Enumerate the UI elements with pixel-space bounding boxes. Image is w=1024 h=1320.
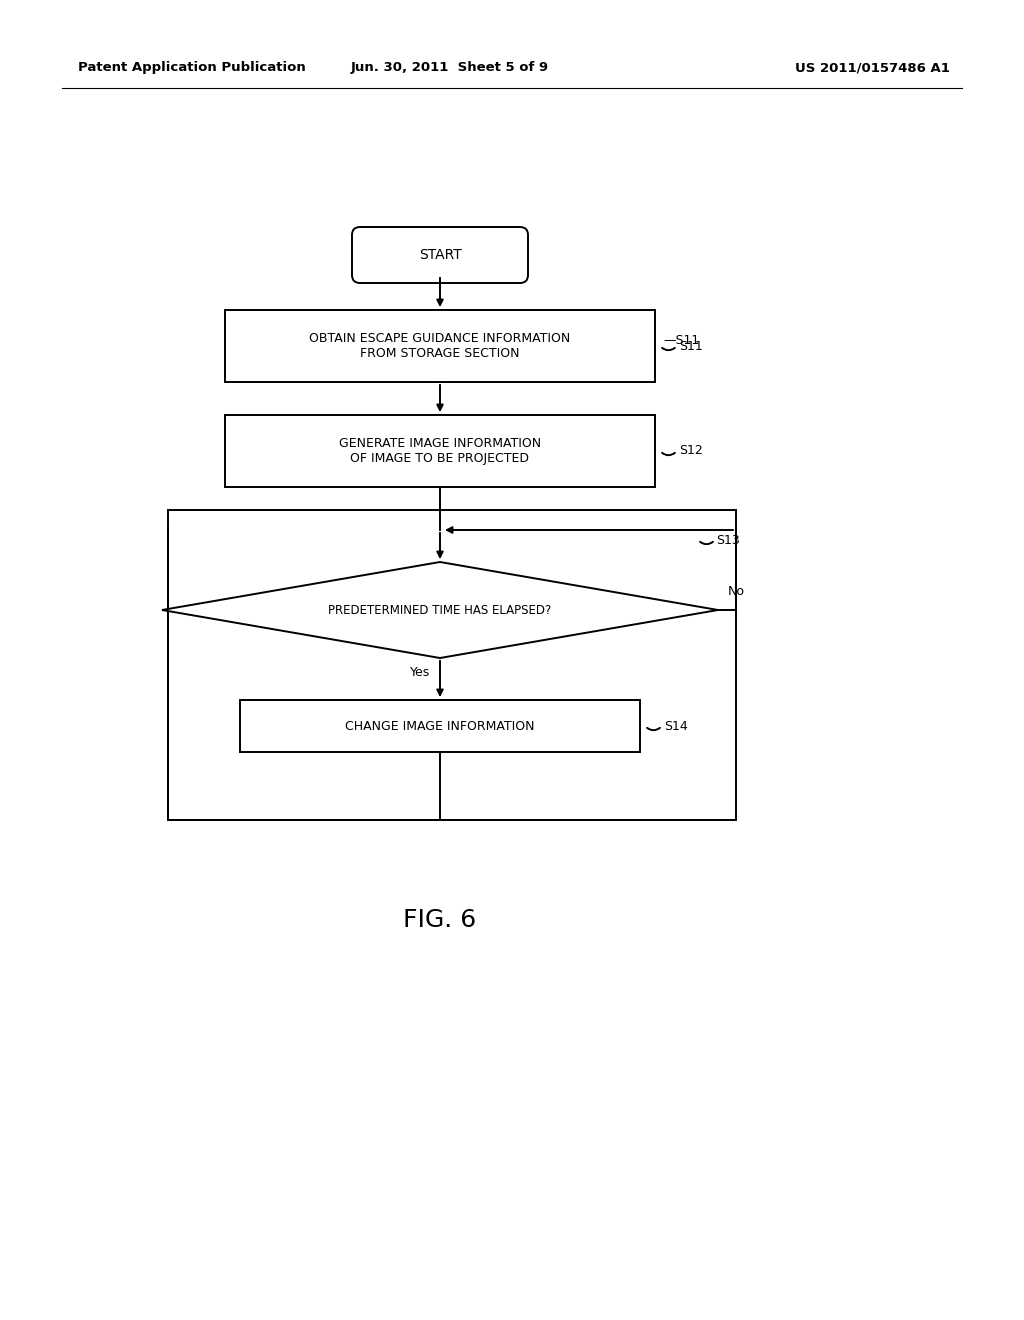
Text: Patent Application Publication: Patent Application Publication	[78, 62, 306, 74]
Text: S14: S14	[664, 719, 688, 733]
Text: FIG. 6: FIG. 6	[403, 908, 476, 932]
Text: —S11: —S11	[663, 334, 699, 347]
Text: Jun. 30, 2011  Sheet 5 of 9: Jun. 30, 2011 Sheet 5 of 9	[351, 62, 549, 74]
Text: CHANGE IMAGE INFORMATION: CHANGE IMAGE INFORMATION	[345, 719, 535, 733]
Text: S13: S13	[716, 533, 739, 546]
Bar	[225, 310, 655, 381]
Text: START: START	[419, 248, 462, 261]
Text: PREDETERMINED TIME HAS ELAPSED?: PREDETERMINED TIME HAS ELAPSED?	[329, 603, 552, 616]
Text: No: No	[728, 585, 745, 598]
Bar	[240, 700, 640, 752]
Polygon shape	[162, 562, 718, 657]
Text: US 2011/0157486 A1: US 2011/0157486 A1	[795, 62, 950, 74]
Text: S12: S12	[679, 445, 702, 458]
Text: Yes: Yes	[410, 667, 430, 678]
FancyBboxPatch shape	[352, 227, 528, 282]
Bar	[225, 414, 655, 487]
Text: OBTAIN ESCAPE GUIDANCE INFORMATION
FROM STORAGE SECTION: OBTAIN ESCAPE GUIDANCE INFORMATION FROM …	[309, 333, 570, 360]
Bar	[168, 510, 736, 820]
Text: GENERATE IMAGE INFORMATION
OF IMAGE TO BE PROJECTED: GENERATE IMAGE INFORMATION OF IMAGE TO B…	[339, 437, 541, 465]
Text: S11: S11	[679, 339, 702, 352]
